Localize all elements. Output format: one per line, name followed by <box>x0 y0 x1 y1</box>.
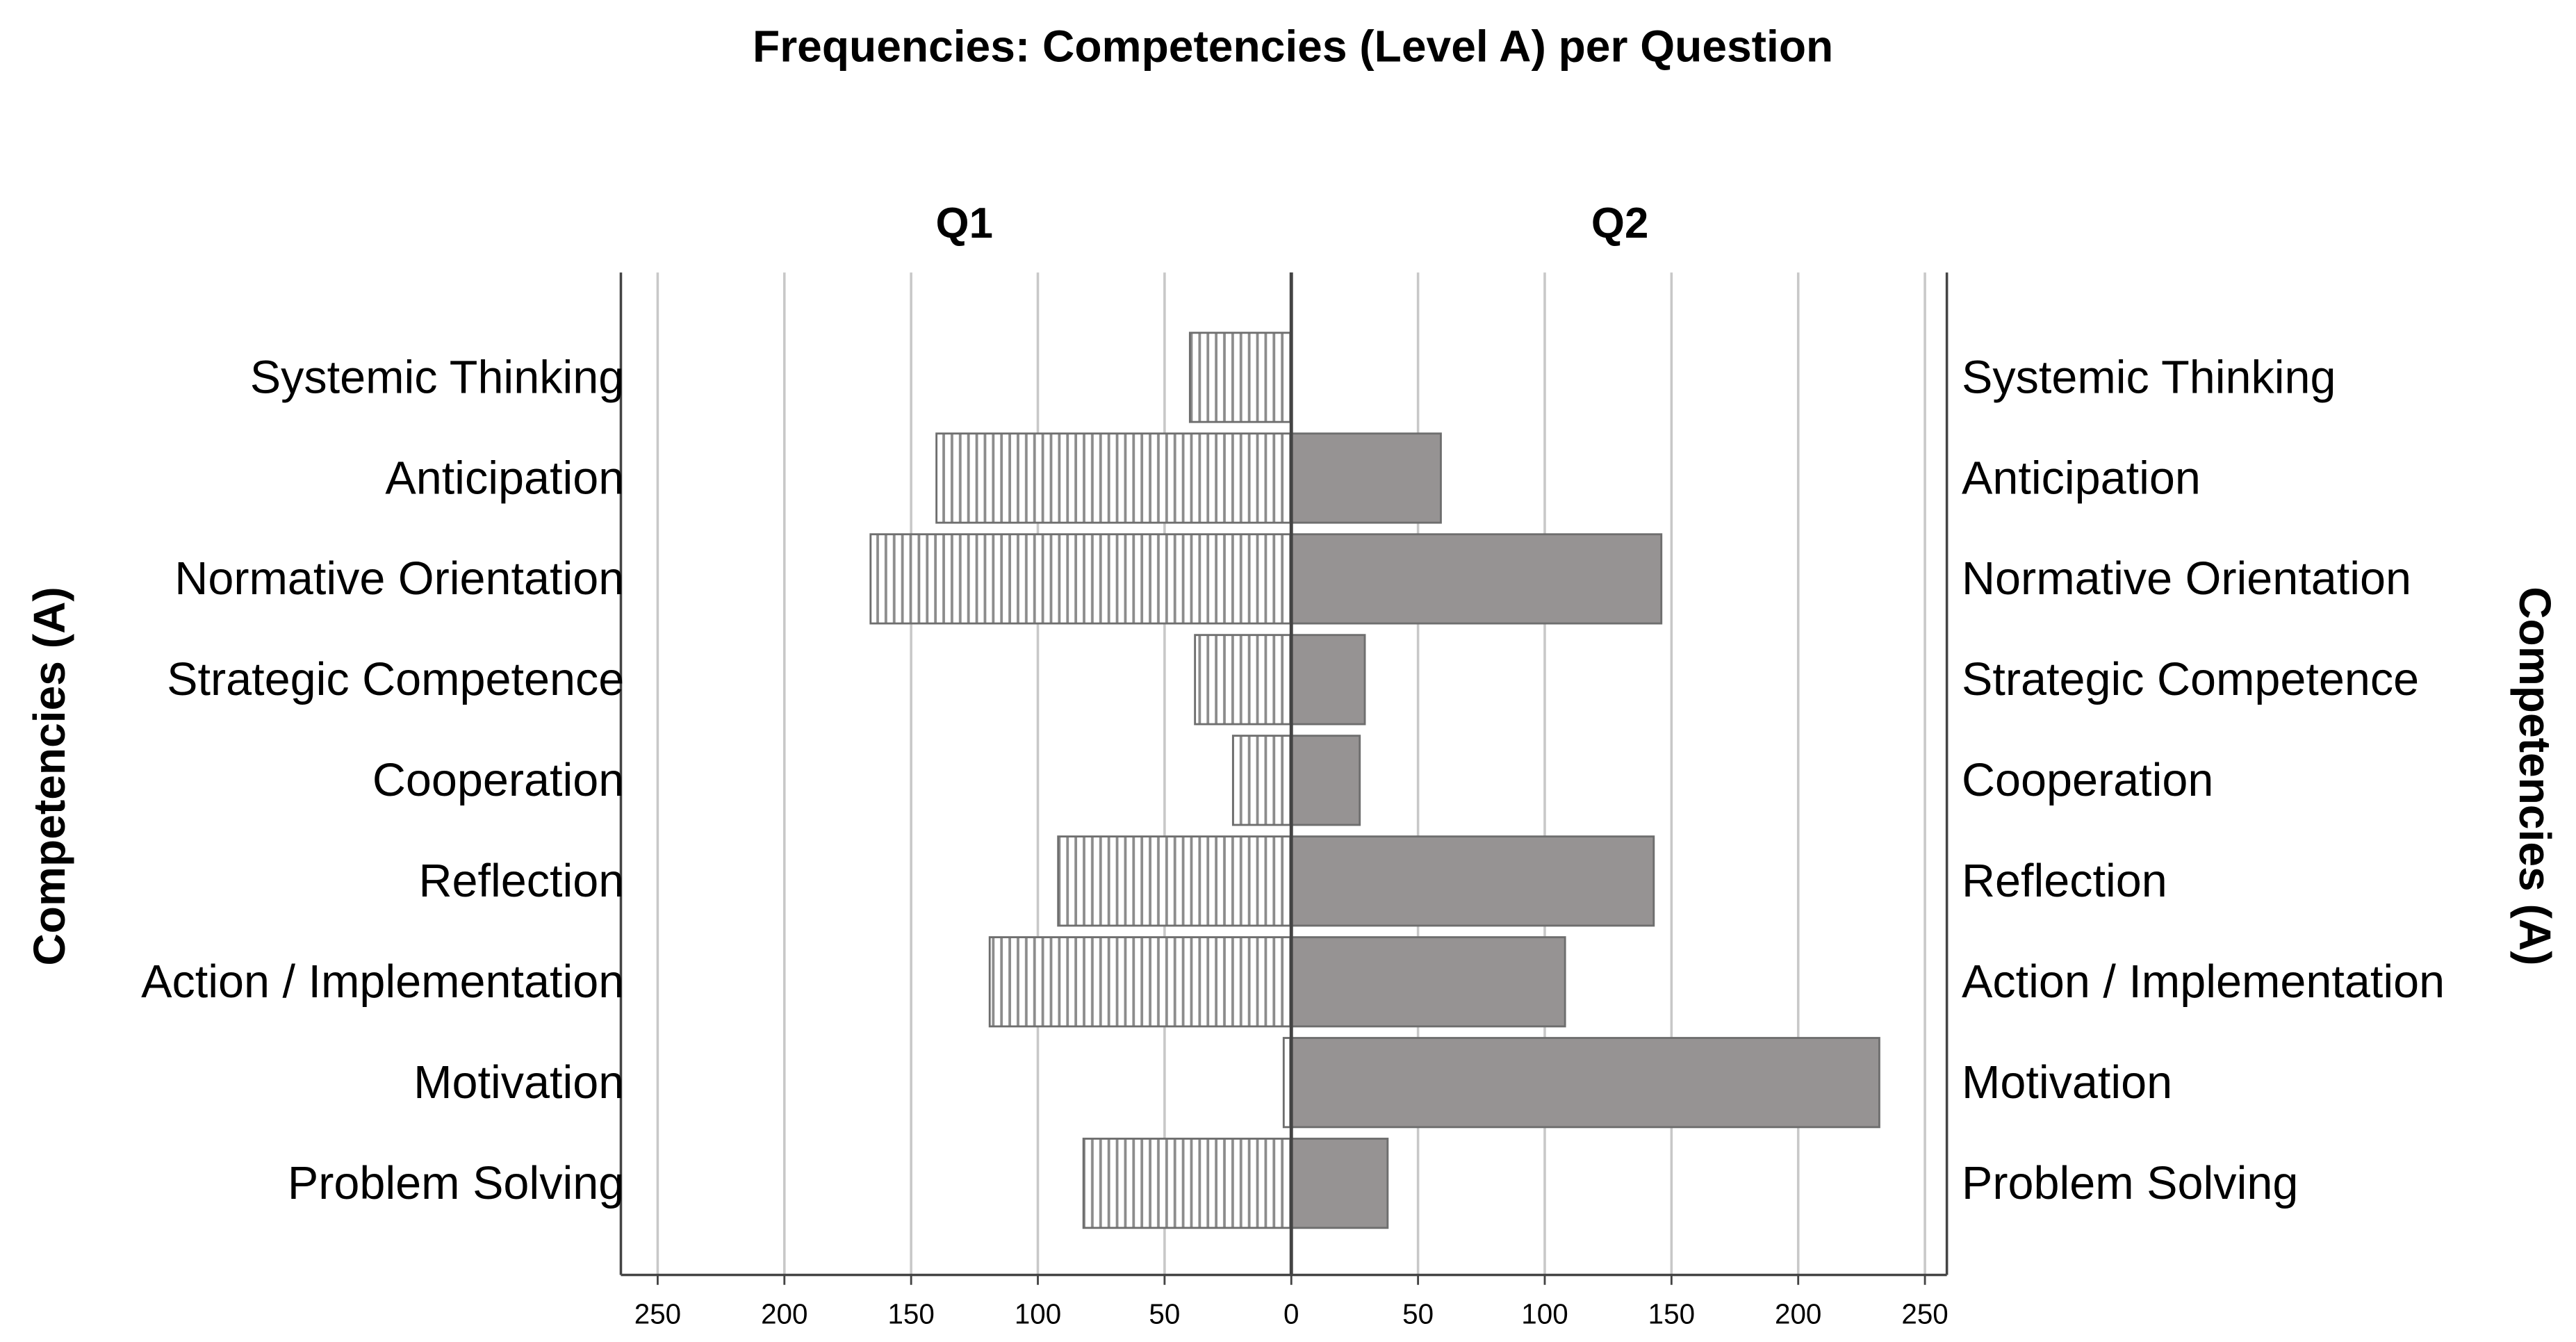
y-tick-label: Cooperation <box>372 755 624 806</box>
y-tick-label-right: Action / Implementation <box>1962 956 2445 1008</box>
y-tick-label-right: Problem Solving <box>1962 1158 2298 1209</box>
y-axis-title: Competencies (A) <box>24 587 74 965</box>
bar <box>1290 835 1655 927</box>
bar <box>1231 735 1293 826</box>
panel-title: Q2 <box>1591 199 1648 247</box>
bar <box>1290 634 1366 726</box>
y-axis-title-right: Competencies (A) <box>2510 587 2560 965</box>
bar <box>1057 835 1293 927</box>
y-tick-label: Problem Solving <box>288 1158 624 1209</box>
y-tick-label: Normative Orientation <box>174 553 624 605</box>
y-tick-label-right: Cooperation <box>1962 755 2213 806</box>
y-tick-label-right: Normative Orientation <box>1962 553 2411 605</box>
bar <box>1082 1138 1293 1229</box>
bar <box>988 936 1293 1028</box>
y-tick-label-right: Motivation <box>1962 1057 2172 1108</box>
x-tick-label: 250 <box>634 1298 681 1330</box>
x-tick-label: 0 <box>1283 1298 1299 1330</box>
bar <box>1290 1138 1389 1229</box>
bar <box>1290 1037 1880 1129</box>
y-tick-label: Anticipation <box>385 452 624 504</box>
x-tick-label: 200 <box>1775 1298 1821 1330</box>
x-tick-label: 200 <box>761 1298 807 1330</box>
x-tick-label: 50 <box>1149 1298 1180 1330</box>
panel-title: Q1 <box>936 199 993 247</box>
y-tick-label-right: Systemic Thinking <box>1962 352 2336 403</box>
x-tick-label: 150 <box>1648 1298 1695 1330</box>
y-tick-label: Action / Implementation <box>141 956 624 1008</box>
bar <box>1290 936 1566 1028</box>
bar <box>869 533 1293 625</box>
chart-title: Frequencies: Competencies (Level A) per … <box>753 21 1833 71</box>
y-tick-label-right: Reflection <box>1962 856 2167 907</box>
x-tick-label: 50 <box>1402 1298 1434 1330</box>
y-tick-label: Reflection <box>418 856 624 907</box>
y-tick-label: Strategic Competence <box>167 654 624 705</box>
bar <box>1290 735 1361 826</box>
x-tick-label: 250 <box>1901 1298 1948 1330</box>
y-tick-label-right: Strategic Competence <box>1962 654 2419 705</box>
x-tick-label: 150 <box>887 1298 934 1330</box>
bar <box>1194 634 1293 726</box>
y-tick-label-right: Anticipation <box>1962 452 2201 504</box>
x-tick-label: 100 <box>1521 1298 1568 1330</box>
y-tick-label: Motivation <box>413 1057 624 1108</box>
y-tick-label: Systemic Thinking <box>250 352 625 403</box>
x-tick-label: 100 <box>1015 1298 1061 1330</box>
bar <box>1188 332 1293 423</box>
bar <box>935 432 1293 524</box>
bar <box>1290 533 1663 625</box>
bar <box>1290 432 1442 524</box>
